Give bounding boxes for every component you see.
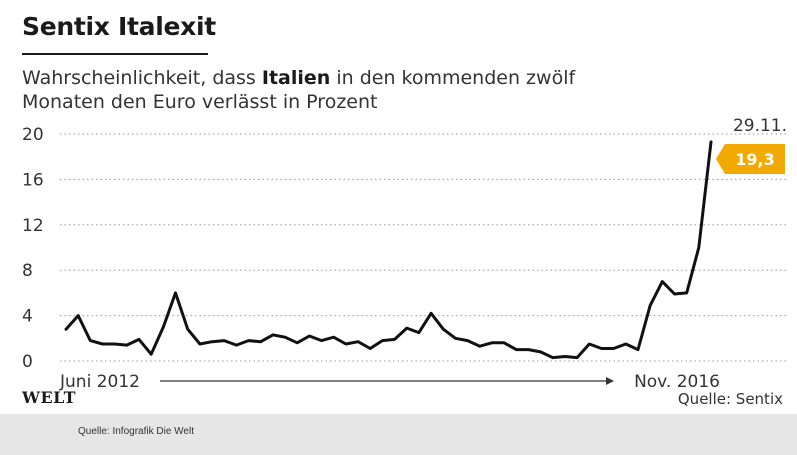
data-point [89, 339, 92, 342]
data-point [138, 338, 141, 341]
data-point [661, 280, 664, 283]
last-value-label: 19,3 [735, 150, 774, 169]
image-caption: Quelle: Infografik Die Welt [78, 426, 194, 437]
data-point [430, 312, 433, 315]
y-tick-label: 4 [22, 307, 33, 327]
data-point [369, 347, 372, 350]
data-point [223, 339, 226, 342]
chart-title: Sentix Italexit [22, 12, 216, 41]
series-line [64, 140, 713, 360]
chart-subtitle: Wahrscheinlichkeit, dass Italien in den … [22, 66, 622, 114]
data-point [211, 340, 214, 343]
data-point [308, 335, 311, 338]
time-arrow-head [606, 377, 614, 385]
data-point [551, 356, 554, 359]
data-point [344, 342, 347, 345]
data-point [150, 353, 153, 356]
data-point [624, 342, 627, 345]
data-point [125, 344, 128, 347]
data-point [490, 341, 493, 344]
data-point [685, 291, 688, 294]
y-tick-label: 0 [22, 352, 33, 372]
y-axis-ticks: 0 4 8 12 16 20 [22, 125, 44, 372]
data-point [101, 342, 104, 345]
data-point [186, 328, 189, 331]
data-point [478, 345, 481, 348]
data-point [332, 336, 335, 339]
caption-bar: Quelle: Infografik Die Welt [0, 414, 797, 455]
data-point [259, 340, 262, 343]
data-point [235, 344, 238, 347]
data-point [563, 355, 566, 358]
data-point [600, 347, 603, 350]
data-point [77, 314, 80, 317]
data-point [357, 340, 360, 343]
data-point [466, 339, 469, 342]
data-point [247, 339, 250, 342]
last-date-label: 29.11. [733, 116, 787, 136]
data-point [65, 328, 67, 331]
data-point [393, 338, 396, 341]
data-point [174, 291, 177, 294]
line-chart: 0 4 8 12 16 20 19,3 29.11. Juni 2012 Nov. 201… [22, 116, 787, 392]
data-point [381, 339, 384, 342]
data-point [284, 336, 287, 339]
title-underline [22, 53, 208, 55]
data-point [649, 304, 652, 307]
data-point [710, 140, 712, 143]
data-point [113, 342, 116, 345]
series-points [65, 140, 712, 359]
y-tick-label: 20 [22, 125, 44, 145]
data-point [442, 328, 445, 331]
data-point [320, 339, 323, 342]
x-axis-start-label: Juni 2012 [59, 372, 140, 392]
y-tick-label: 8 [22, 261, 33, 281]
data-point [271, 333, 274, 336]
source-label: Quelle: Sentix [677, 390, 783, 408]
data-point [636, 348, 639, 351]
last-value-badge [716, 143, 785, 174]
data-point [454, 337, 457, 340]
infographic: Sentix Italexit Wahrscheinlichkeit, dass… [22, 12, 788, 408]
subtitle-text-before: Wahrscheinlichkeit, dass [22, 67, 262, 89]
data-point [503, 341, 506, 344]
data-point [162, 325, 165, 328]
x-axis-end-label: Nov. 2016 [634, 372, 720, 392]
data-point [296, 341, 299, 344]
subtitle-bold-country: Italien [261, 67, 331, 89]
data-point [612, 347, 615, 350]
welt-logo: WELT [22, 388, 77, 407]
data-point [405, 327, 408, 330]
data-point [576, 356, 579, 359]
data-point [515, 348, 518, 351]
data-point [588, 342, 591, 345]
subtitle-text-after: in den kommenden zwölf Monaten den Euro … [22, 67, 576, 113]
data-point [697, 246, 700, 249]
data-point [527, 348, 530, 351]
y-tick-label: 16 [22, 170, 44, 190]
data-point [417, 331, 420, 334]
data-point [198, 342, 201, 345]
data-point [673, 293, 676, 296]
y-tick-label: 12 [22, 216, 44, 236]
data-point [539, 350, 542, 353]
